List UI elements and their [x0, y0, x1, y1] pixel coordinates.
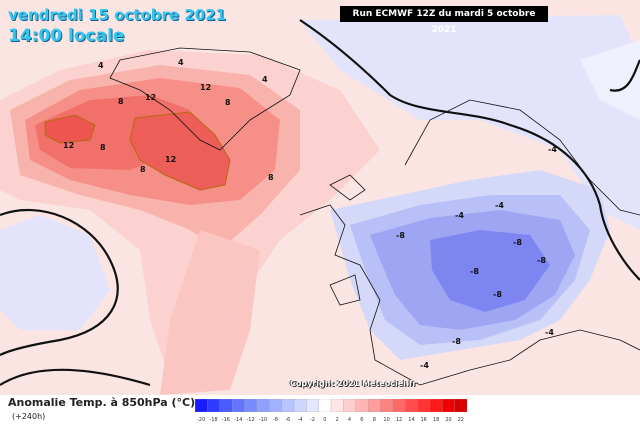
- contour-label: -8: [452, 337, 461, 346]
- contour-label: 8: [225, 98, 231, 107]
- coast-iceland: [329, 174, 366, 201]
- legend-color-swatch: [429, 399, 443, 412]
- contour-label: -4: [420, 361, 429, 370]
- cool-region-north: [300, 15, 640, 230]
- legend-color-swatch: [195, 399, 208, 412]
- legend-ticks: -20 -18 -16 -14 -12 -10 -8 -6 -4 -2 0 2 4 6 8 10 12 14 16 1…: [195, 417, 467, 427]
- legend-tick-label: -8: [272, 417, 278, 423]
- contour-label: 8: [268, 173, 274, 182]
- legend-tick-label: 10: [383, 417, 390, 423]
- legend-tick-label: -10: [258, 417, 268, 423]
- legend-title: Anomalie Temp. à 850hPa (°C): [8, 396, 196, 409]
- contour-northeast: [609, 59, 640, 92]
- legend-color-swatch: [367, 399, 381, 412]
- legend-color-swatch: [318, 399, 332, 412]
- legend-color-swatch: [231, 399, 245, 412]
- contour-label: -8: [513, 238, 522, 247]
- warm-core-east: [129, 111, 231, 191]
- legend-tick-label: 4: [347, 417, 352, 423]
- legend-color-swatch: [244, 399, 258, 412]
- contour-label: -4: [495, 201, 504, 210]
- legend-color-swatch: [417, 399, 431, 412]
- coast-scandinavia: [404, 99, 640, 216]
- coast-greenland: [109, 47, 301, 151]
- contour-south: [0, 368, 151, 387]
- contour-label: 12: [63, 141, 74, 150]
- contour-labels: 4 4 8 12 12 12 8 12 8 8 8 4 -4 -4 -4 -8 …: [63, 58, 557, 370]
- legend-tick-label: -20: [197, 417, 206, 423]
- contour-label: 4: [98, 61, 104, 70]
- legend-tick-label: 20: [445, 417, 452, 423]
- legend-lead-time: (+240h): [12, 412, 46, 421]
- contour-west: [0, 208, 119, 356]
- contour-label: -8: [396, 231, 405, 240]
- legend-tick-label: -6: [285, 417, 291, 423]
- contour-label: 12: [200, 83, 211, 92]
- legend-tick-label: 2: [335, 417, 339, 423]
- cold-core: [430, 230, 550, 312]
- legend-color-swatch: [306, 399, 320, 412]
- legend-tick-label: -18: [209, 417, 218, 423]
- legend-tick-label: 14: [408, 417, 415, 423]
- legend-color-swatch: [207, 399, 221, 412]
- contour-label: -8: [493, 290, 502, 299]
- zero-contours: [0, 19, 640, 387]
- legend-color-swatch: [330, 399, 344, 412]
- contour-label: 8: [140, 165, 146, 174]
- legend-tick-label: -12: [246, 417, 255, 423]
- legend-tick-label: 12: [395, 417, 403, 423]
- contour-label: 8: [100, 143, 106, 152]
- contour-north: [299, 19, 640, 281]
- legend-color-swatch: [256, 399, 270, 412]
- cool-region-northeast: [580, 40, 640, 120]
- contour-label: 4: [178, 58, 184, 67]
- legend-tick-label: 6: [360, 417, 364, 423]
- legend-tick-label: -4: [297, 417, 303, 423]
- legend-tick-label: -16: [221, 417, 230, 423]
- contour-label: -4: [548, 145, 557, 154]
- legend-color-swatch: [269, 399, 282, 412]
- contour-label: -4: [455, 211, 464, 220]
- legend-tick-label: -14: [234, 417, 243, 423]
- legend-color-swatch: [219, 399, 233, 412]
- legend-color-swatch: [454, 399, 467, 412]
- coastlines: [109, 47, 640, 386]
- legend-tick-label: 16: [420, 417, 427, 423]
- coast-europe: [299, 204, 640, 386]
- legend-tick-label: -2: [310, 417, 315, 423]
- contour-label: 12: [145, 93, 156, 102]
- contour-label: -8: [537, 256, 546, 265]
- warm-core-small: [44, 114, 96, 144]
- forecast-date-title: vendredi 15 octobre 2021: [8, 6, 227, 24]
- contour-label: 12: [165, 155, 176, 164]
- legend-color-swatch: [281, 399, 295, 412]
- legend-tick-label: 0: [323, 417, 327, 423]
- legend-colorbar: [195, 399, 467, 412]
- legend-color-swatch: [442, 399, 456, 412]
- cool-region-west: [0, 215, 110, 330]
- contour-label: -8: [470, 267, 479, 276]
- warm-tongue-south: [160, 230, 260, 395]
- run-info-banner: Run ECMWF 12Z du mardi 5 octobre 2021: [340, 6, 548, 35]
- legend-tick-label: 22: [457, 417, 464, 423]
- legend-tick-label: 8: [372, 417, 376, 423]
- legend-color-swatch: [380, 399, 394, 412]
- copyright-notice: Copyright 2021 Meteociel.fr: [290, 379, 417, 388]
- legend-color-swatch: [392, 399, 406, 412]
- contour-label: -4: [545, 328, 554, 337]
- legend-color-swatch: [355, 399, 369, 412]
- coast-iberia-islands: [329, 274, 361, 306]
- legend-color-swatch: [343, 399, 357, 412]
- forecast-time-title: 14:00 locale: [8, 26, 125, 46]
- contour-label: 4: [262, 75, 268, 84]
- legend-color-swatch: [293, 399, 307, 412]
- legend-tick-label: 18: [432, 417, 440, 423]
- legend-color-swatch: [405, 399, 418, 412]
- contour-label: 8: [118, 97, 124, 106]
